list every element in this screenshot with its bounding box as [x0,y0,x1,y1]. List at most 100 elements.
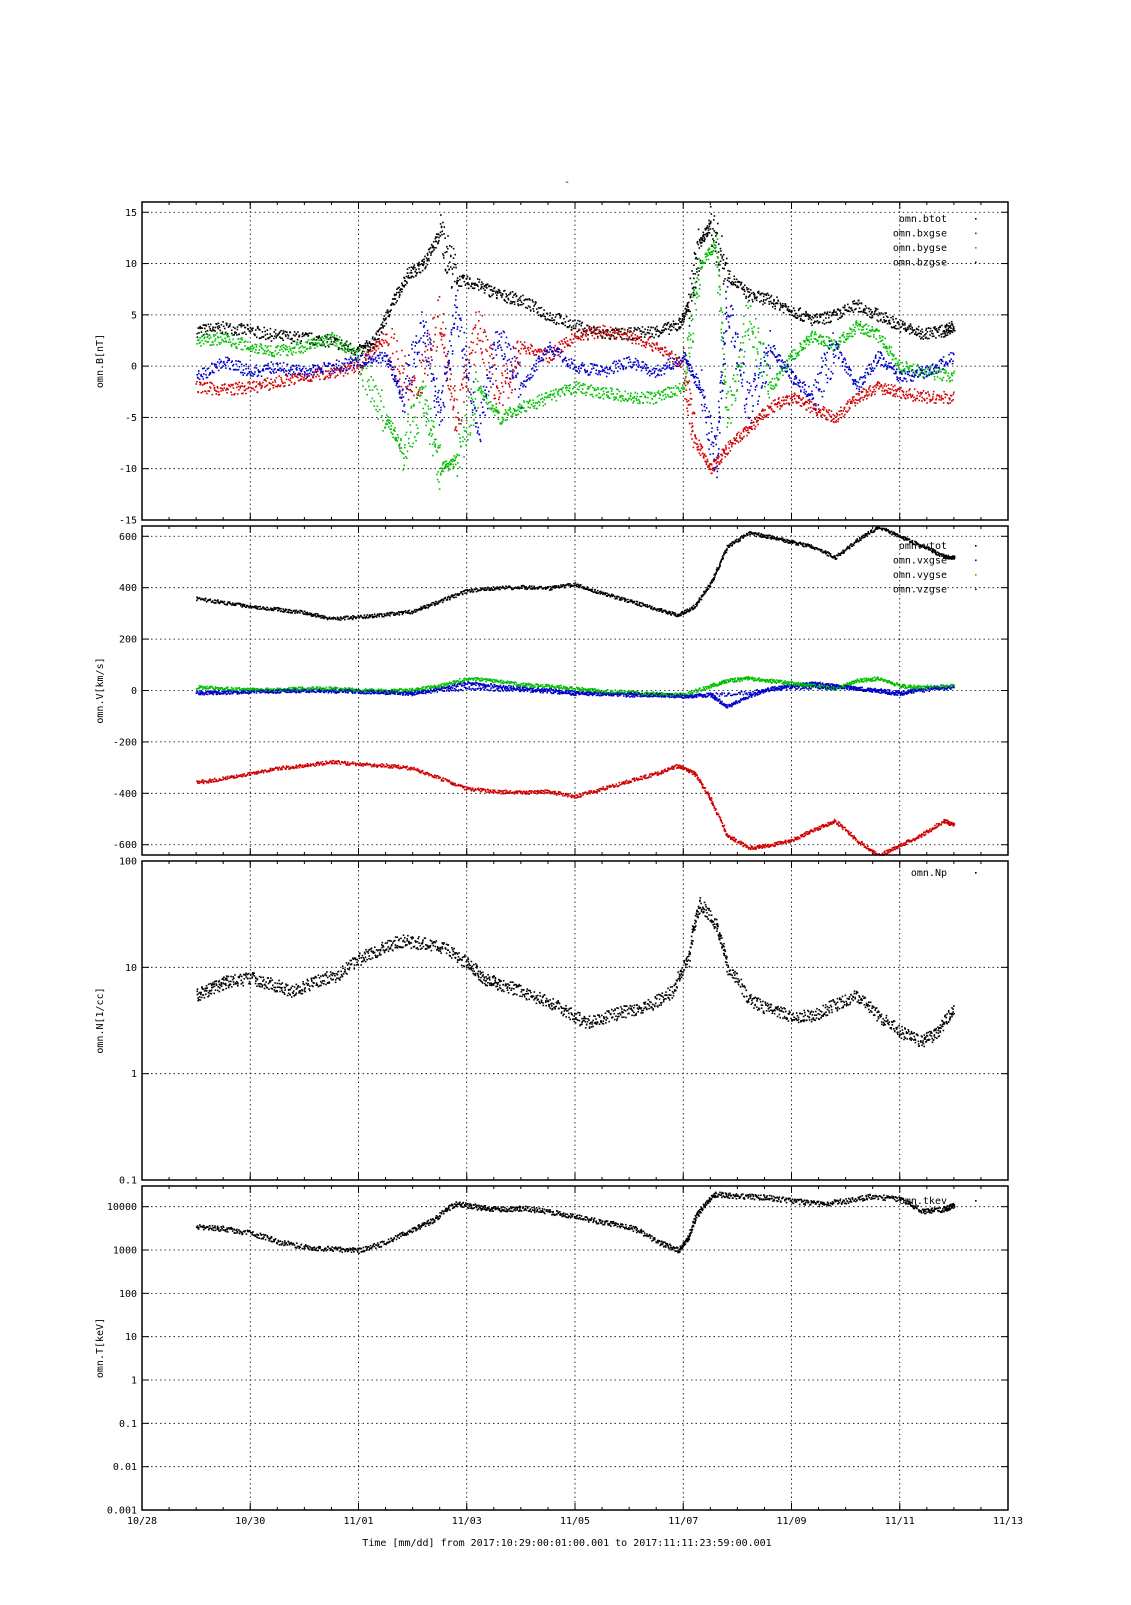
data-point [950,325,952,327]
data-point [789,309,791,311]
data-point [378,348,380,350]
data-point [563,318,565,320]
data-point [726,409,728,411]
data-point [752,333,754,335]
data-point [313,342,315,344]
data-point [340,372,342,374]
data-point [579,321,581,323]
data-point [366,340,368,342]
data-point [693,287,695,289]
data-point [696,309,698,311]
data-point [536,308,538,310]
data-point [838,418,840,420]
data-point [544,396,546,398]
data-point [753,421,755,423]
data-point [270,328,272,330]
data-point [388,426,390,428]
data-point [774,305,776,307]
data-point [691,283,693,285]
data-point [381,324,383,326]
data-point [813,322,815,324]
data-point [808,318,810,320]
data-point [397,369,399,371]
data-point [244,345,246,347]
data-point [595,333,597,335]
data-point [882,313,884,315]
data-point [592,335,594,337]
data-point [401,386,403,388]
data-point [894,396,896,398]
data-point [512,346,514,348]
data-point [634,396,636,398]
data-point [598,397,600,399]
data-point [462,378,464,380]
data-point [455,267,457,269]
data-point [342,370,344,372]
data-point [952,332,954,334]
data-point [212,383,214,385]
data-point [680,366,682,368]
data-point [758,291,760,293]
data-point [302,332,304,334]
data-point [242,349,244,351]
data-point [259,383,261,385]
data-point [726,263,728,265]
data-point [311,333,313,335]
data-point [547,397,549,399]
data-point [309,368,311,370]
data-point [289,348,291,350]
data-point [325,334,327,336]
data-point [442,464,444,466]
data-point [643,345,645,347]
data-point [437,316,439,318]
data-point [642,326,644,328]
data-point [953,373,955,375]
data-point [492,373,494,375]
data-point [877,309,879,311]
data-point [631,339,633,341]
data-point [239,366,241,368]
data-point [440,223,442,225]
data-point [839,414,841,416]
data-point [273,338,275,340]
data-point [478,289,480,291]
data-point [770,301,772,303]
data-point [603,387,605,389]
data-point [849,335,851,337]
data-point [486,350,488,352]
data-point [770,385,772,387]
data-point [372,350,374,352]
data-point [629,338,631,340]
data-point [861,397,863,399]
data-point [340,369,342,371]
data-point [489,355,491,357]
data-point [493,290,495,292]
data-point [572,388,574,390]
data-point [437,479,439,481]
data-point [495,409,497,411]
data-point [648,392,650,394]
data-point [428,260,430,262]
data-point [482,283,484,285]
data-point [776,296,778,298]
data-point [740,440,742,442]
data-point [491,354,493,356]
data-point [756,300,758,302]
data-point [377,389,379,391]
data-point [915,400,917,402]
data-point [316,343,318,345]
data-point [503,365,505,367]
data-point [480,386,482,388]
data-point [501,372,503,374]
data-point [433,441,435,443]
data-point [641,345,643,347]
data-point [268,354,270,356]
data-point [341,345,343,347]
data-point [454,390,456,392]
data-point [534,304,536,306]
data-point [243,365,245,367]
data-point [433,317,435,319]
data-point [847,304,849,306]
data-point [480,340,482,342]
data-point [669,388,671,390]
